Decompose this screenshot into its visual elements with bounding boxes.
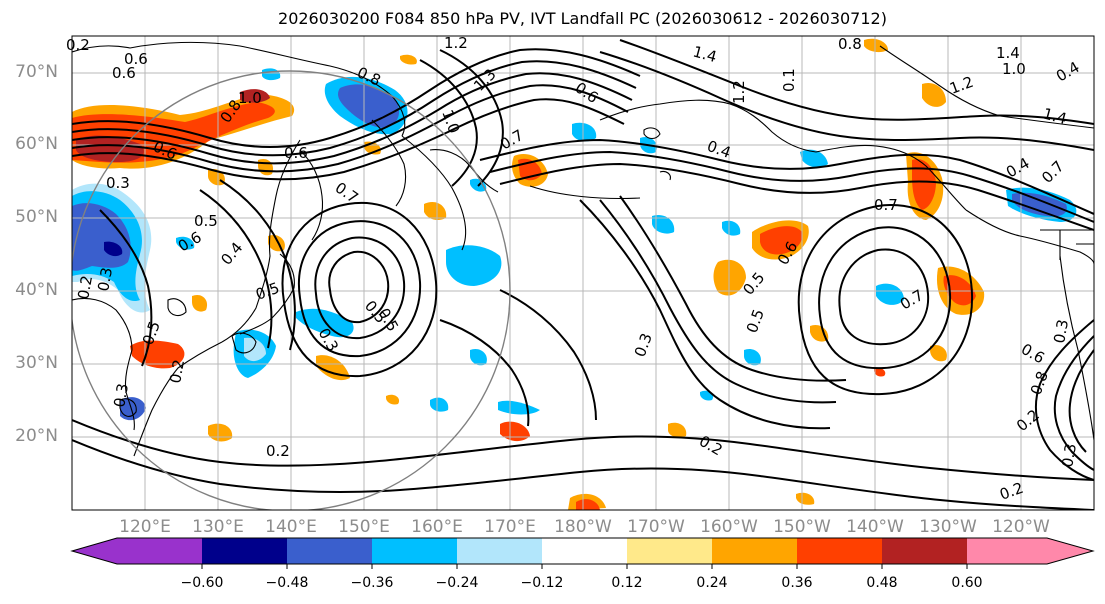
contour-lines	[72, 39, 1094, 510]
radius-circle	[72, 70, 511, 510]
colorbar-tick-label: 0.36	[781, 575, 813, 591]
contour-label: 1.4	[691, 42, 719, 66]
lon-label-140w: 140°W	[846, 517, 904, 537]
contour-label: 0.6	[124, 50, 148, 68]
lat-label-30n: 30°N	[15, 353, 58, 373]
lon-label-120e: 120°E	[119, 517, 171, 537]
contour-label: 0.5	[194, 212, 218, 230]
contour-label: 1.4	[996, 44, 1020, 62]
colorbar-tick-label: −0.36	[350, 575, 394, 591]
colorbar-ticks	[201, 564, 968, 569]
contour-label: 0.8	[838, 35, 862, 53]
colorbar-tick-label: −0.24	[435, 575, 479, 591]
map-title: 2026030200 F084 850 hPa PV, IVT Landfall…	[278, 9, 887, 28]
colorbar-tick-label: 0.60	[951, 575, 983, 591]
lon-label-160w: 160°W	[700, 517, 758, 537]
contour-label: 0.6	[284, 144, 308, 162]
colorbar-tick-label: −0.60	[180, 575, 224, 591]
contour-label: 0.1	[780, 68, 798, 92]
lat-label-40n: 40°N	[15, 280, 58, 300]
colorbar-tick-label: −0.12	[520, 575, 564, 591]
contour-label: 1.2	[730, 80, 748, 104]
colorbar-bin	[712, 538, 797, 564]
colorbar-bin	[967, 538, 1047, 564]
contour-label: 0.3	[94, 266, 116, 293]
contour-label: 0.7	[874, 196, 898, 214]
colorbar-bin	[542, 538, 627, 564]
lon-label-130e: 130°E	[192, 517, 244, 537]
colorbar-bin	[627, 538, 712, 564]
contour-label: 1.4	[1041, 104, 1069, 128]
lon-label-120w: 120°W	[992, 517, 1050, 537]
contour-label: 0.2	[66, 36, 90, 54]
colorbar-extend-low	[72, 538, 117, 564]
contour-label: 0.3	[1058, 442, 1080, 469]
contour-label: 1.2	[444, 34, 468, 52]
colorbar-tick-label: 0.48	[866, 575, 898, 591]
colorbar-bin	[372, 538, 457, 564]
lat-label-70n: 70°N	[15, 62, 58, 82]
lon-label-150e: 150°E	[338, 517, 390, 537]
contour-label: 0.2	[266, 442, 290, 460]
contour-label: 0.3	[106, 174, 130, 192]
colorbar-bin	[202, 538, 287, 564]
colorbar-tick-label: 0.12	[611, 575, 643, 591]
contour-label: 0.3	[1050, 318, 1072, 345]
map-area	[72, 36, 1094, 510]
colorbar-outline	[70, 537, 1095, 565]
lat-label-50n: 50°N	[15, 207, 58, 227]
lon-label-130w: 130°W	[919, 517, 977, 537]
map-border	[71, 35, 1095, 511]
lat-label-60n: 60°N	[15, 134, 58, 154]
contour-label: 0.3	[110, 382, 132, 409]
contour-label: 1.0	[1002, 60, 1026, 78]
colorbar-bin	[117, 538, 202, 564]
colorbar	[70, 537, 1095, 569]
colorbar-bin	[797, 538, 882, 564]
colorbar-bin	[882, 538, 967, 564]
lon-label-170e: 170°E	[484, 517, 536, 537]
colorbar-tick-label: 0.24	[696, 575, 728, 591]
contour-label: 0.2	[74, 274, 96, 301]
lon-label-160e: 160°E	[411, 517, 463, 537]
colorbar-extend-high	[1047, 538, 1093, 564]
colorbar-tick-label: −0.48	[265, 575, 309, 591]
colorbar-bin	[457, 538, 542, 564]
contour-label: 0.2	[166, 358, 188, 385]
lon-label-170w: 170°W	[627, 517, 685, 537]
colorbar-bin	[287, 538, 372, 564]
lon-label-180w: 180°W	[554, 517, 612, 537]
contour-label: 1.0	[238, 89, 262, 107]
lon-label-150w: 150°W	[773, 517, 831, 537]
contour-label: 0.6	[112, 64, 136, 82]
lat-label-20n: 20°N	[15, 426, 58, 446]
lon-label-140e: 140°E	[265, 517, 317, 537]
